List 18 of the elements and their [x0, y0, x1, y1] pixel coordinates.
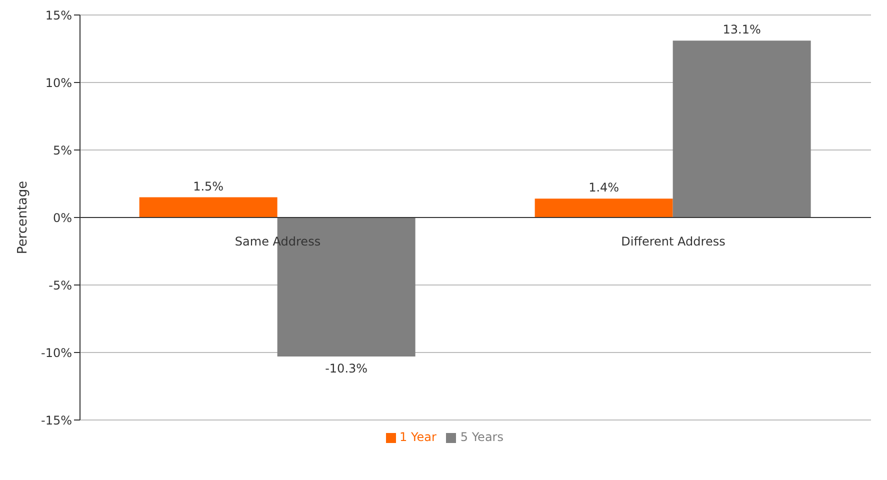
data-label: 1.4% [588, 180, 620, 195]
y-axis-title: Percentage [16, 180, 31, 254]
data-label: 1.5% [193, 179, 224, 194]
data-label: 13.1% [722, 22, 761, 37]
legend-label: 1 Year [400, 430, 436, 444]
data-label: -10.3% [325, 362, 368, 376]
legend-label: 5 Years [460, 430, 504, 444]
bar [139, 197, 278, 218]
y-tick-label: -5% [48, 278, 72, 292]
bar [534, 198, 673, 218]
bar [672, 40, 811, 218]
y-tick-label: -10% [40, 346, 72, 360]
y-tick-label: 10% [45, 76, 72, 90]
x-tick-label: Different Address [621, 234, 726, 248]
y-tick-label: -15% [40, 413, 72, 428]
y-tick-label: 15% [45, 8, 72, 22]
y-tick-label: 5% [52, 143, 72, 158]
y-tick-label: 0% [52, 210, 72, 225]
